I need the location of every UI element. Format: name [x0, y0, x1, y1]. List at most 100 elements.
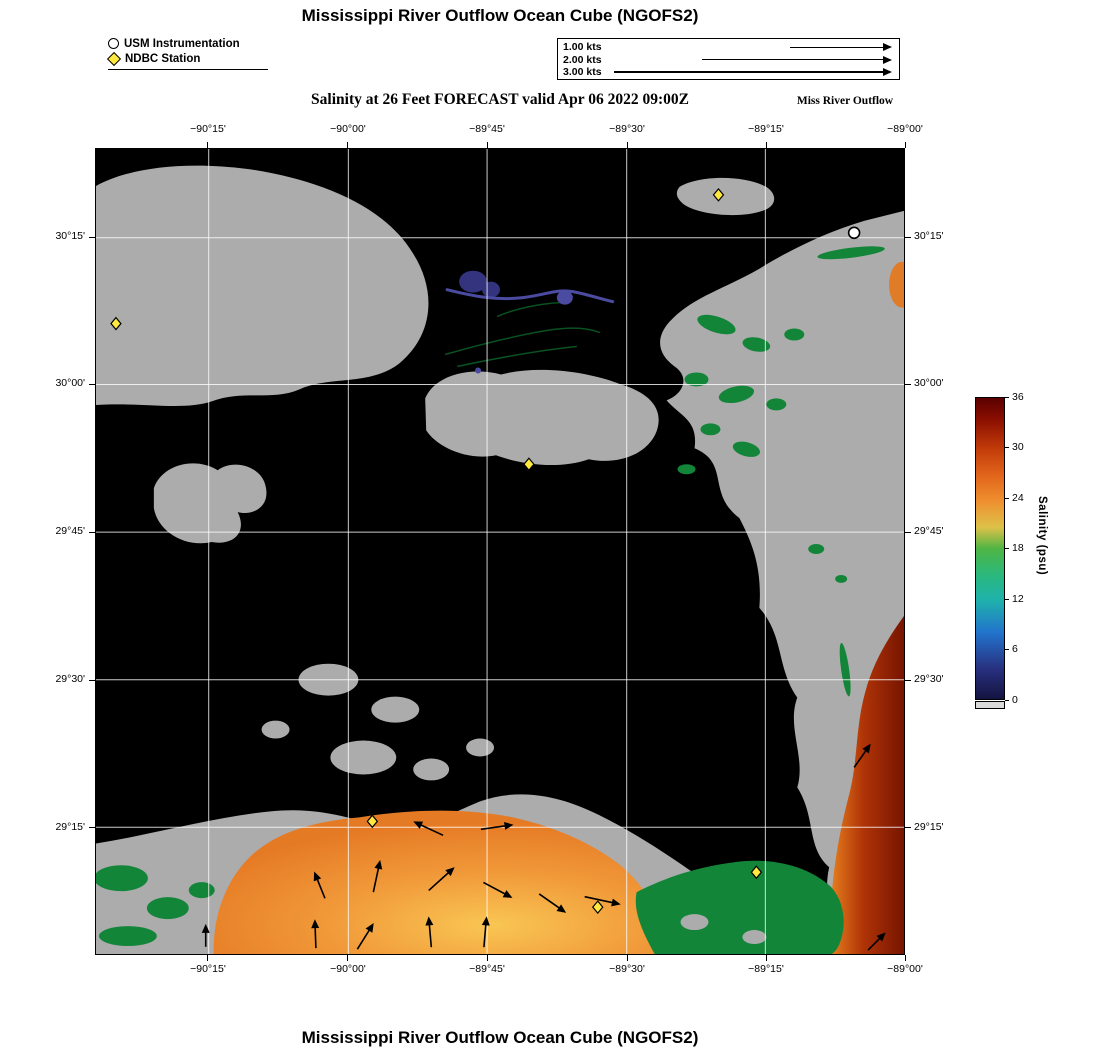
- colorbar-tick-label: 30: [1012, 441, 1024, 453]
- y-axis-label-right: 30°00': [914, 377, 944, 390]
- colorbar-tick-label: 6: [1012, 643, 1018, 655]
- ndbc-station-marker: [591, 900, 604, 915]
- tick-mark: [486, 955, 488, 961]
- colorbar-underflow: [975, 701, 1005, 709]
- y-axis-label-left: 30°15': [55, 230, 85, 242]
- islands-layer: [96, 246, 885, 954]
- current-arrow-icon: [428, 867, 455, 892]
- y-axis-label-left: 30°00': [55, 377, 85, 390]
- ndbc-station-marker: [523, 457, 535, 472]
- tick-mark: [89, 531, 95, 533]
- tick-mark: [1005, 598, 1009, 600]
- current-arrow-icon: [853, 743, 871, 768]
- ndbc-station-marker: [712, 187, 725, 202]
- colorbar-gradient: [975, 397, 1005, 700]
- current-arrow-icon: [311, 919, 320, 949]
- channel-lines: [444, 301, 601, 368]
- x-axis-label-top: −90°15': [190, 123, 226, 135]
- tick-mark: [1005, 699, 1009, 701]
- region-label: Miss River Outflow: [796, 95, 894, 107]
- ndbc-station-marker: [110, 316, 122, 331]
- current-arrow-icon: [480, 822, 514, 831]
- colorbar-label: Salinity (psu): [1036, 496, 1048, 576]
- y-axis-label-left: 29°45': [55, 525, 85, 538]
- barrier-island: [817, 246, 885, 260]
- current-arrow-icon: [538, 893, 567, 913]
- current-arrow-icon: [481, 916, 490, 948]
- x-axis-label-top: −89°15': [748, 123, 784, 135]
- tick-mark: [89, 236, 95, 238]
- map-overlay: [110, 187, 886, 951]
- y-axis-label-right: 29°45': [914, 525, 944, 538]
- x-axis-label-bottom: −89°15': [748, 963, 784, 975]
- bay: [676, 177, 775, 216]
- velocity-row: 3.00 kts: [563, 66, 893, 78]
- legend-label-ndbc: NDBC Station: [125, 52, 201, 65]
- x-axis-label-bottom: −90°00': [330, 963, 366, 975]
- high-salinity-wedge: [829, 615, 904, 954]
- tick-mark: [347, 955, 349, 961]
- mississippi-river-channel: [445, 288, 615, 304]
- velocity-row: 2.00 kts: [563, 53, 893, 66]
- forecast-subtitle: Salinity at 26 Feet FORECAST valid Apr 0…: [311, 91, 689, 108]
- velocity-row: 1.00 kts: [563, 41, 893, 53]
- barrier-island: [839, 643, 851, 697]
- tick-mark: [904, 142, 906, 148]
- usm-circle-icon: [108, 38, 119, 49]
- usm-instrument-marker: [847, 226, 861, 240]
- tick-mark: [905, 531, 911, 533]
- colorbar-tick-label: 24: [1012, 491, 1024, 504]
- current-arrow-icon: [413, 821, 444, 837]
- map-plot: [95, 148, 905, 955]
- lake-pontchartrain: [96, 165, 429, 406]
- velocity-arrow-icon: [790, 41, 892, 53]
- x-axis-label-bottom: −89°30': [609, 963, 645, 975]
- tick-mark: [486, 142, 488, 148]
- current-arrow-icon: [867, 932, 886, 951]
- legend-item-ndbc: NDBC Station: [106, 51, 268, 66]
- x-axis-label-bottom: −90°15': [190, 963, 226, 975]
- tick-mark: [905, 827, 911, 829]
- current-arrow-icon: [425, 916, 434, 948]
- current-arrow-icon: [483, 881, 513, 898]
- velocity-label: 1.00 kts: [563, 41, 602, 54]
- tick-mark: [1005, 548, 1009, 549]
- velocity-scale-box: 1.00 kts 2.00 kts 3.00 kts: [557, 38, 900, 80]
- tick-mark: [347, 142, 349, 148]
- small-lake: [153, 463, 267, 544]
- lake-borgne: [425, 369, 659, 466]
- tick-mark: [207, 955, 209, 961]
- tick-mark: [626, 142, 628, 148]
- tick-mark: [1005, 396, 1009, 398]
- delta-ponds: [680, 914, 767, 945]
- tick-mark: [89, 827, 95, 829]
- velocity-arrow-icon: [702, 54, 892, 66]
- map-legend: USM Instrumentation NDBC Station: [106, 36, 268, 70]
- velocity-label: 2.00 kts: [563, 53, 602, 66]
- y-axis-label-right: 30°15': [914, 230, 944, 242]
- map-svg: [96, 149, 904, 954]
- colorbar-tick-label: 36: [1012, 390, 1024, 403]
- tick-mark: [1005, 649, 1009, 650]
- current-arrow-icon: [584, 895, 621, 907]
- legend-underline: [108, 69, 268, 70]
- current-arrow-icon: [356, 922, 374, 950]
- ndbc-station-marker: [366, 814, 379, 829]
- legend-item-usm: USM Instrumentation: [108, 36, 268, 51]
- tick-mark: [905, 383, 911, 385]
- colorbar-tick-label: 18: [1012, 542, 1024, 554]
- tick-mark: [207, 142, 209, 148]
- page-title: Mississippi River Outflow Ocean Cube (NG…: [301, 6, 699, 25]
- current-arrow-icon: [372, 859, 383, 893]
- grid-layer: [96, 149, 904, 954]
- legend-label-usm: USM Instrumentation: [124, 37, 240, 50]
- y-axis-label-right: 29°30': [914, 673, 944, 686]
- salinity-patch: [889, 261, 904, 308]
- delta-marsh: [635, 860, 844, 954]
- tick-mark: [904, 955, 906, 961]
- x-axis-label-top: −90°00': [330, 123, 366, 135]
- tick-mark: [1005, 447, 1009, 448]
- bottom-title: Mississippi River Outflow Ocean Cube (NG…: [301, 1028, 699, 1047]
- river-layer: [445, 270, 615, 374]
